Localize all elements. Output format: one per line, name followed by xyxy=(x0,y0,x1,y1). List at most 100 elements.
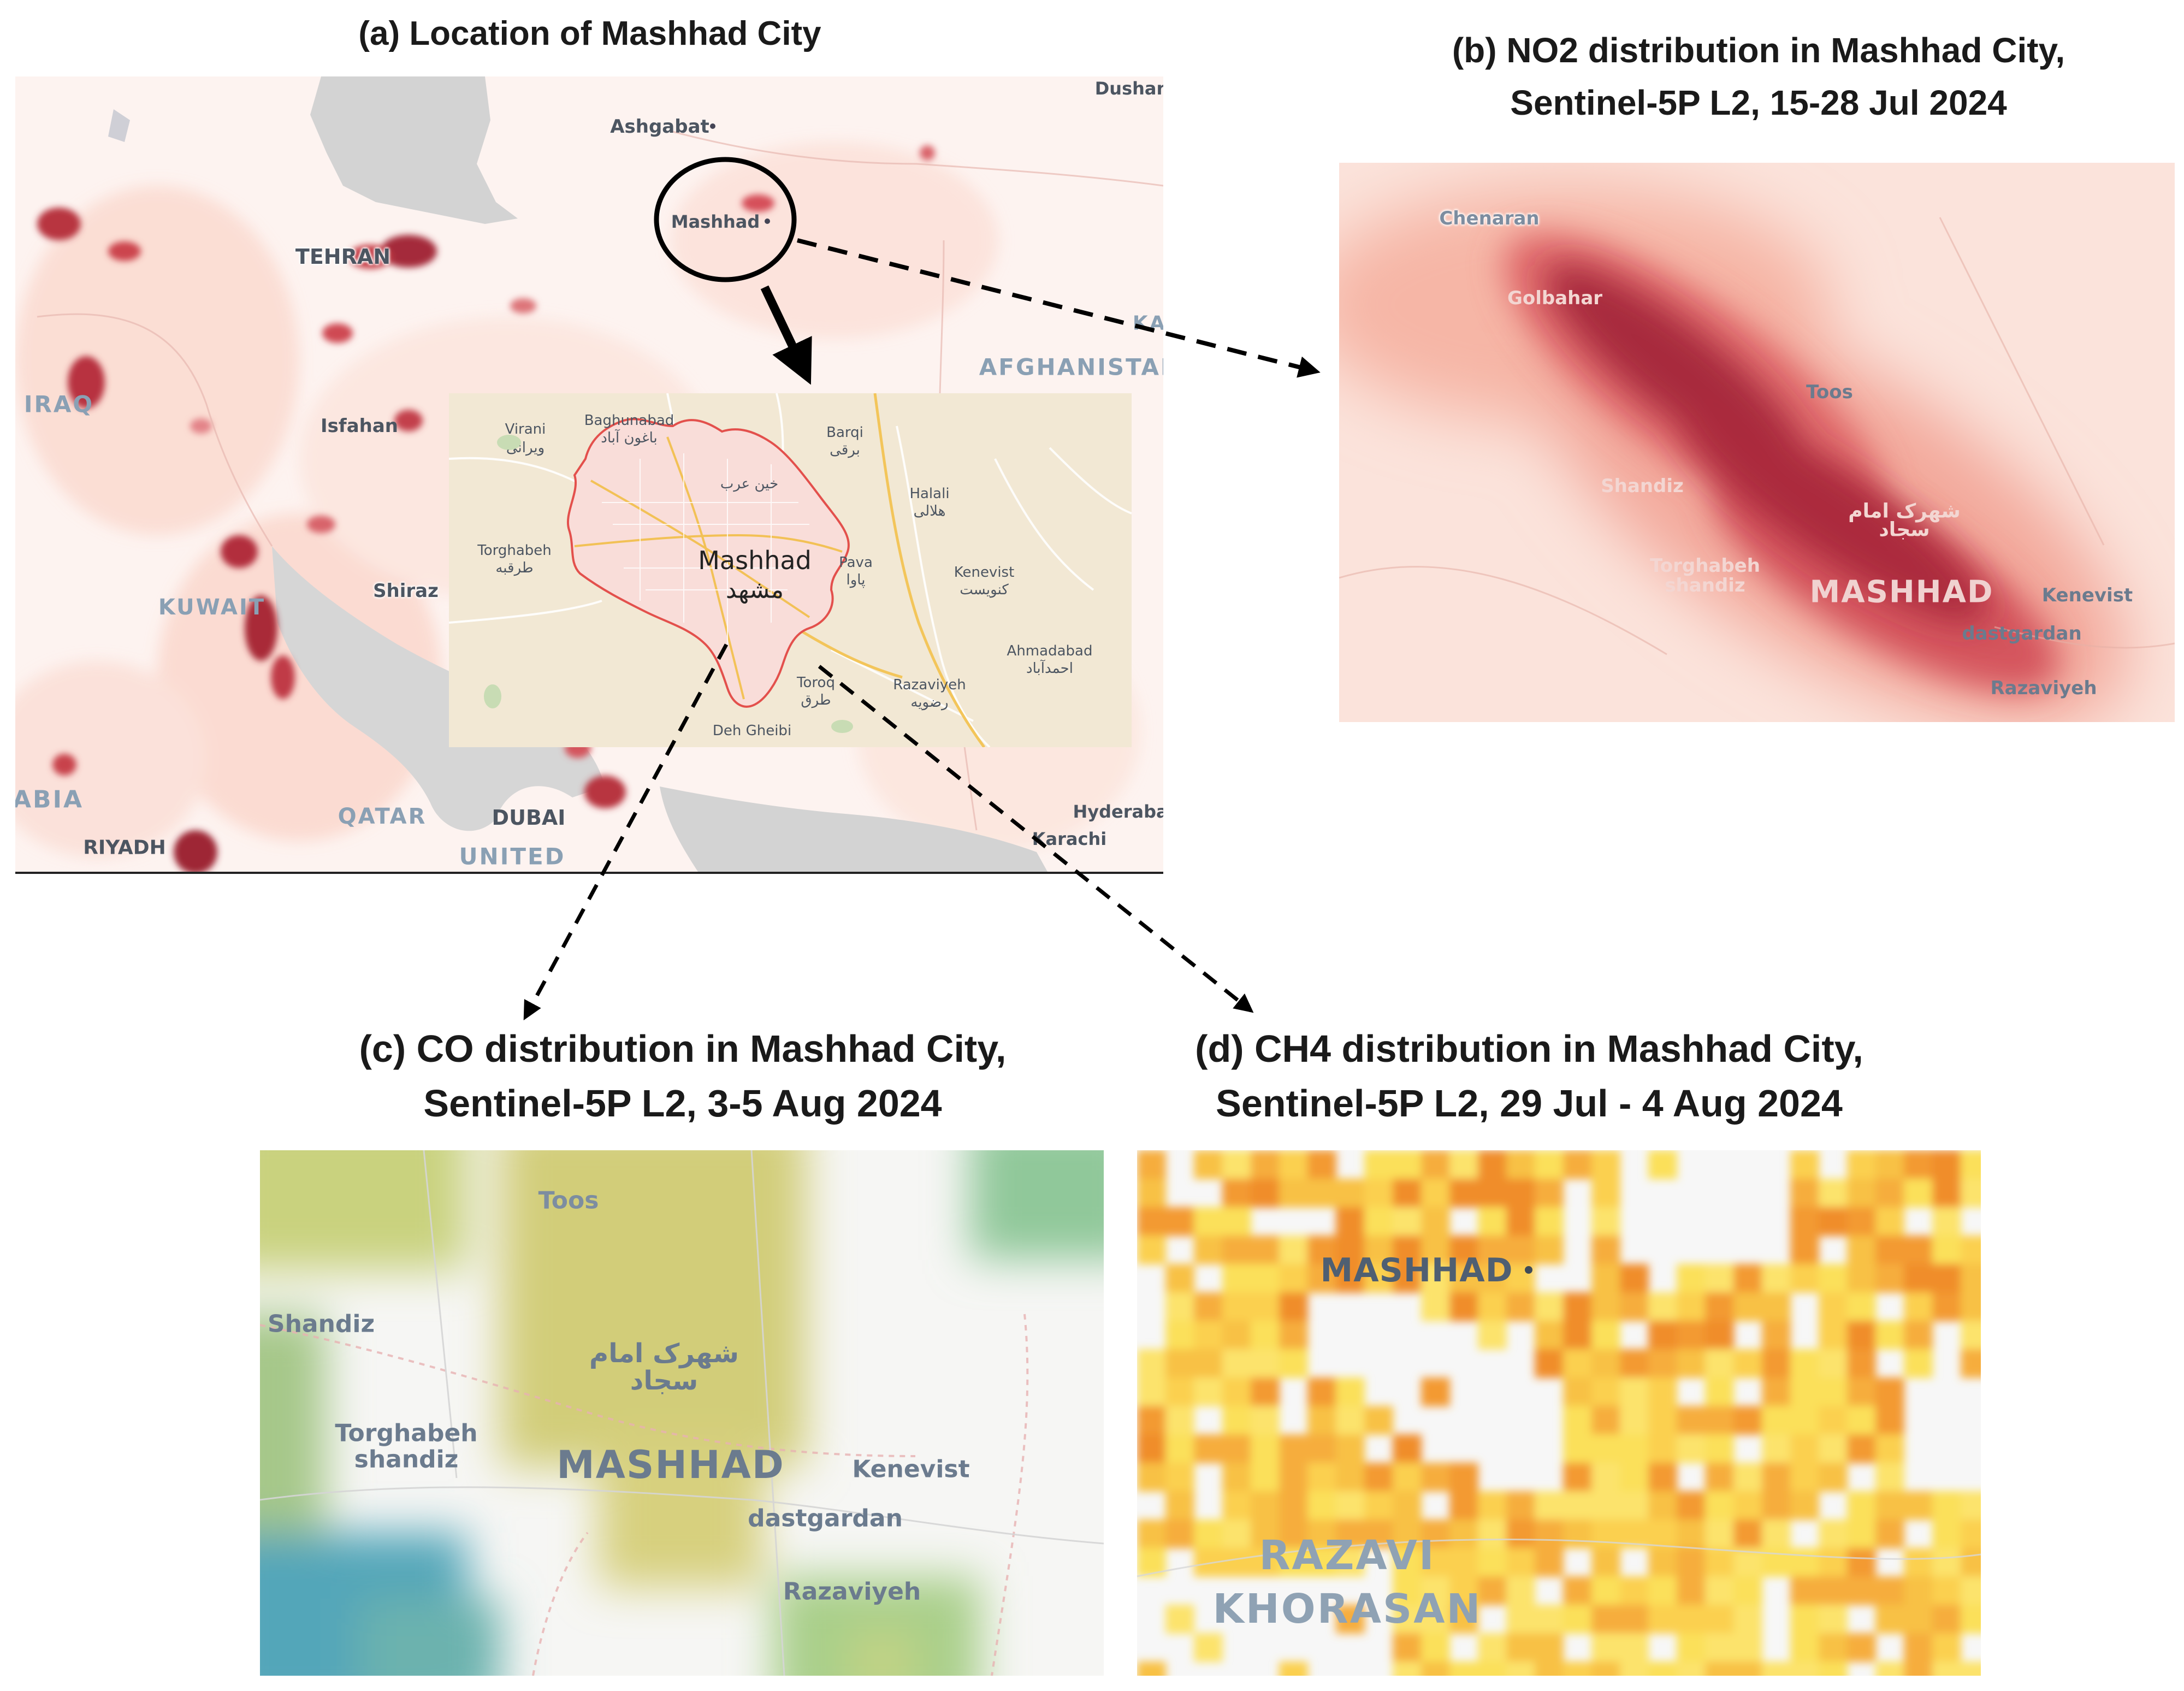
ch4-pixel xyxy=(1819,1207,1848,1236)
label-isfahan: Isfahan xyxy=(321,415,398,437)
ch4-pixel xyxy=(1421,1264,1450,1293)
ch4-pixel xyxy=(1847,1519,1876,1548)
ch4-pixel xyxy=(1847,1264,1876,1293)
ch4-pixel xyxy=(1165,1321,1194,1350)
ch4-pixel xyxy=(1251,1321,1280,1350)
ch4-pixel xyxy=(1535,1548,1564,1577)
ch4-pixel xyxy=(1251,1463,1280,1492)
ch4-pixel xyxy=(1677,1605,1706,1634)
co-label-sajjad-fa: سجاد xyxy=(630,1365,699,1396)
inset-label-baghunabad: Baghunabad xyxy=(584,412,674,429)
label-shiraz: Shiraz xyxy=(373,580,439,602)
ch4-pixel xyxy=(1705,1548,1734,1577)
ch4-pixel xyxy=(1165,1207,1194,1236)
ch4-pixel xyxy=(1705,1292,1734,1321)
ch4-pixel xyxy=(1762,1463,1791,1492)
ch4-pixel xyxy=(1478,1548,1507,1577)
inset-label-pava-fa: پاوا xyxy=(846,572,866,588)
ch4-pixel xyxy=(1847,1491,1876,1520)
inset-label-mashhad-fa: مشهد xyxy=(725,576,784,604)
ch4-pixel xyxy=(1336,1406,1365,1435)
ch4-pixel xyxy=(1222,1377,1251,1406)
ch4-pixel xyxy=(1279,1235,1308,1264)
ch4-pixel xyxy=(1222,1349,1251,1378)
inset-label-kenevist: Kenevist xyxy=(954,564,1015,581)
ch4-pixel xyxy=(1307,1548,1336,1577)
no2-label-toos: Toos xyxy=(1806,381,1853,403)
ch4-pixel xyxy=(1421,1605,1450,1634)
ch4-pixel xyxy=(1222,1519,1251,1548)
ch4-pixel xyxy=(1961,1548,1981,1577)
label-dubai: DUBAI xyxy=(492,806,566,830)
label-united: UNITED xyxy=(459,843,566,870)
ch4-pixel xyxy=(1790,1605,1819,1634)
ch4-pixel xyxy=(1251,1491,1280,1520)
label-kuwait: KUWAIT xyxy=(158,595,266,620)
ch4-pixel xyxy=(1478,1491,1507,1520)
ch4-pixel xyxy=(1733,1633,1762,1662)
ch4-pixel xyxy=(1847,1377,1876,1406)
ch4-pixel xyxy=(1506,1491,1535,1520)
ch4-pixel xyxy=(1620,1264,1649,1293)
ch4-pixel xyxy=(1279,1321,1308,1350)
ch4-pixel xyxy=(1591,1349,1620,1378)
ch4-pixel xyxy=(1648,1548,1677,1577)
no2-label-shandiz: Shandiz xyxy=(1601,475,1684,497)
ch4-pixel xyxy=(1194,1207,1223,1236)
ch4-pixel xyxy=(1648,1662,1677,1676)
ch4-pixel xyxy=(1733,1576,1762,1605)
ch4-pixel xyxy=(1393,1633,1422,1662)
ch4-pixel xyxy=(1279,1292,1308,1321)
ch4-pixel xyxy=(1449,1235,1478,1264)
ch4-pixel xyxy=(1165,1349,1194,1378)
panel-d-title-line1: (d) CH4 distribution in Mashhad City, xyxy=(1195,1027,1863,1070)
ch4-pixel xyxy=(1449,1150,1478,1179)
ch4-pixel xyxy=(1336,1491,1365,1520)
ch4-pixel xyxy=(1279,1434,1308,1463)
ch4-pixel xyxy=(1961,1179,1981,1208)
ch4-pixel xyxy=(1535,1662,1564,1676)
no2-label-torghabeh-1: Torghabeh xyxy=(1650,555,1760,577)
ch4-pixel xyxy=(1421,1377,1450,1406)
ch4-pixel xyxy=(1790,1406,1819,1435)
ch4-pixel xyxy=(1563,1321,1592,1350)
ch4-pixel xyxy=(1251,1264,1280,1293)
ch4-pixel xyxy=(1449,1179,1478,1208)
ch4-pixel xyxy=(1961,1519,1981,1548)
ch4-pixel xyxy=(1790,1179,1819,1208)
ch4-pixel xyxy=(1762,1321,1791,1350)
inset-label-khin-arab-fa: خین عرب xyxy=(720,476,779,492)
ch4-pixel xyxy=(1506,1179,1535,1208)
ch4-pixel xyxy=(1847,1349,1876,1378)
ch4-pixel xyxy=(1336,1548,1365,1577)
inset-label-ahmadabad-fa: احمدآباد xyxy=(1026,660,1073,677)
ch4-pixel xyxy=(1677,1321,1706,1350)
ch4-pixel xyxy=(1222,1150,1251,1179)
ch4-pixel xyxy=(1364,1491,1393,1520)
ch4-pixel xyxy=(1847,1576,1876,1605)
ch4-pixel xyxy=(1961,1662,1981,1676)
ch4-pixel xyxy=(1762,1406,1791,1435)
ch4-pixel xyxy=(1790,1576,1819,1605)
no2-label-razaviyeh: Razaviyeh xyxy=(1990,677,2097,699)
ch4-pixel xyxy=(1875,1207,1904,1236)
ch4-pixel xyxy=(1421,1292,1450,1321)
ch4-pixel xyxy=(1222,1207,1251,1236)
ch4-pixel xyxy=(1506,1576,1535,1605)
ch4-pixel xyxy=(1819,1349,1848,1378)
ch4-pixel xyxy=(1421,1662,1450,1676)
inset-label-baghunabad-fa: باغون آباد xyxy=(601,430,658,446)
panel-c-title-line1: (c) CO distribution in Mashhad City, xyxy=(359,1027,1007,1070)
ch4-pixel xyxy=(1194,1377,1223,1406)
ch4-pixel xyxy=(1620,1377,1649,1406)
ch4-pixel xyxy=(1961,1349,1981,1378)
label-hyderabad: Hyderabad xyxy=(1073,801,1163,822)
ch4-pixel xyxy=(1222,1463,1251,1492)
ch4-pixel xyxy=(1790,1463,1819,1492)
ch4-pixel xyxy=(1819,1519,1848,1548)
panel-b-title-line1: (b) NO2 distribution in Mashhad City, xyxy=(1452,31,2065,70)
ch4-pixel xyxy=(1478,1292,1507,1321)
ch4-pixel xyxy=(1364,1150,1393,1179)
ch4-pixel xyxy=(1648,1377,1677,1406)
ch4-pixel xyxy=(1648,1605,1677,1634)
